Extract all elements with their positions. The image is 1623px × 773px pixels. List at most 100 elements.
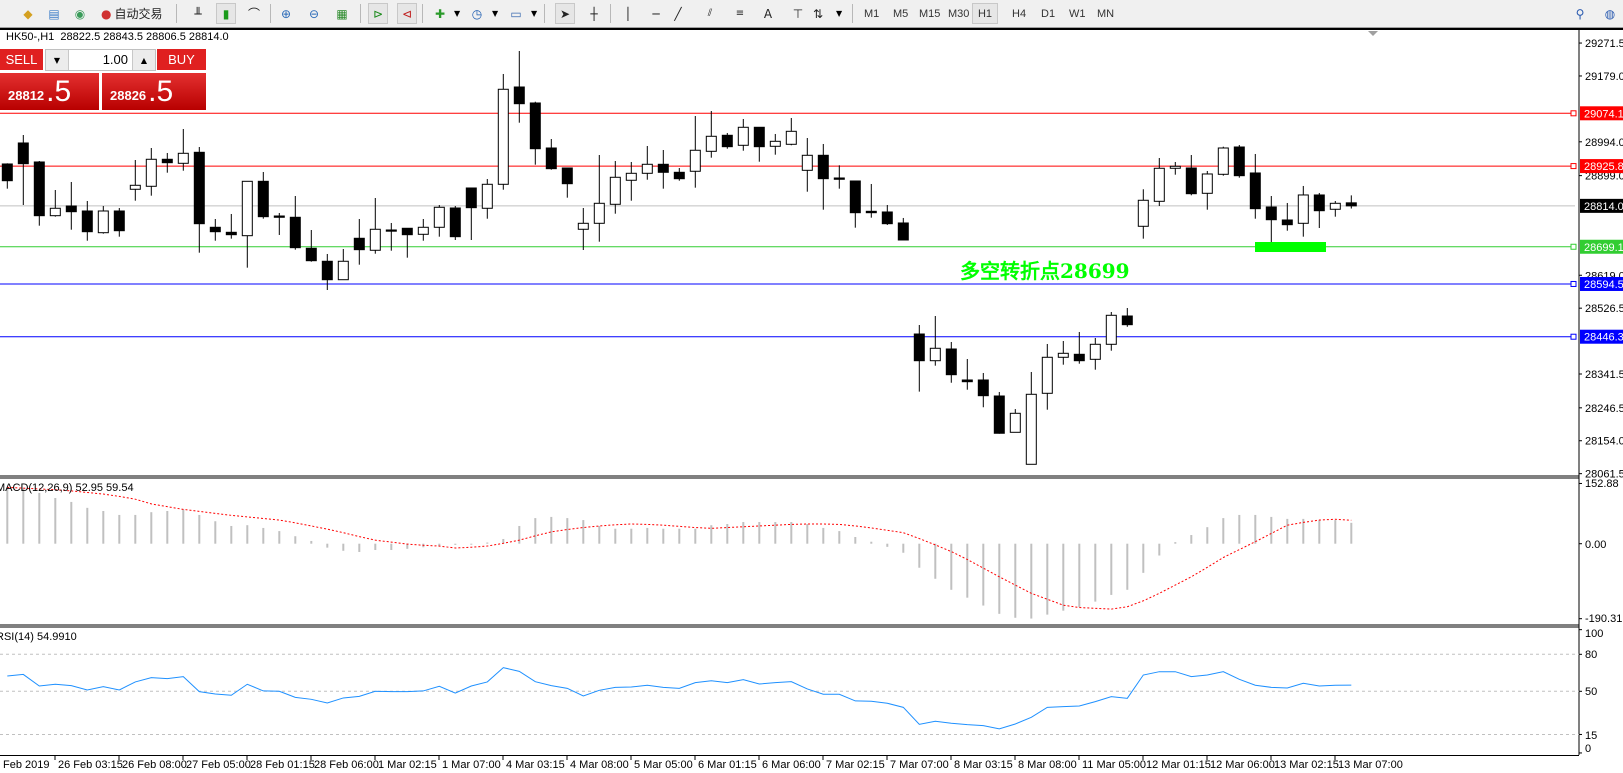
indicators-add-icon[interactable]: ✚ bbox=[434, 6, 446, 21]
chevron-down-icon[interactable]: ▼ bbox=[531, 9, 538, 18]
text-label-icon[interactable]: ⊤ bbox=[792, 6, 804, 21]
candle-bullish bbox=[97, 210, 109, 234]
candlestick-chart-icon[interactable]: ▮ bbox=[216, 3, 236, 24]
zoom-out-icon[interactable]: ⊖ bbox=[308, 6, 320, 21]
timeframe-m30[interactable]: M30 bbox=[948, 7, 970, 20]
crosshair-icon[interactable]: ┼ bbox=[590, 6, 598, 21]
navigator-icon[interactable]: ▤ bbox=[48, 6, 60, 21]
level-handle bbox=[1570, 243, 1577, 250]
macd-histogram-bar bbox=[534, 518, 537, 544]
chart-shift-icon[interactable]: ⊲ bbox=[397, 3, 417, 24]
candle-bullish bbox=[705, 135, 717, 152]
candle-bearish bbox=[1073, 353, 1085, 362]
candle-bullish bbox=[641, 163, 653, 174]
time-tick-label: 26 Feb 03:15 bbox=[58, 759, 123, 771]
chart-info: HK50-,H1 28822.5 28843.5 28806.5 28814.0 bbox=[6, 31, 229, 43]
macd-histogram-bar bbox=[262, 527, 265, 544]
timeframe-w1[interactable]: W1 bbox=[1069, 7, 1086, 20]
sell-price-main: 28812 bbox=[8, 88, 45, 103]
level-handle bbox=[1570, 110, 1577, 117]
signals-icon[interactable]: ◉ bbox=[74, 6, 86, 21]
price-level-label: 28594.5 bbox=[1584, 279, 1623, 291]
macd-histogram-bar bbox=[150, 512, 153, 544]
search-icon[interactable]: ⚲ bbox=[1575, 6, 1585, 21]
candle-bearish bbox=[17, 142, 29, 165]
macd-histogram-bar bbox=[454, 543, 457, 545]
macd-histogram-bar bbox=[758, 522, 761, 544]
candle-bullish bbox=[369, 228, 381, 251]
macd-histogram-bar bbox=[662, 528, 665, 544]
macd-histogram-bar bbox=[310, 540, 313, 544]
text-tool-icon[interactable]: A bbox=[758, 3, 778, 24]
timeframe-mn[interactable]: MN bbox=[1097, 7, 1115, 20]
candle-bullish bbox=[737, 126, 749, 146]
bar-chart-icon[interactable]: ╨ bbox=[194, 6, 202, 21]
zoom-in-icon[interactable]: ⊕ bbox=[280, 6, 292, 21]
fibonacci-icon[interactable]: ≡ bbox=[735, 8, 745, 19]
chevron-down-icon[interactable]: ▼ bbox=[454, 9, 461, 18]
autoscroll-icon[interactable]: ⊳ bbox=[368, 3, 388, 24]
volume-decrease-button[interactable]: ▼ bbox=[46, 50, 69, 70]
candle-bearish bbox=[209, 226, 221, 233]
candle-bearish bbox=[977, 379, 989, 397]
macd-histogram-bar bbox=[1206, 527, 1209, 544]
macd-histogram-bar bbox=[1318, 520, 1321, 544]
time-tick-label: 13 Mar 07:00 bbox=[1338, 759, 1403, 771]
macd-histogram-bar bbox=[1126, 543, 1129, 590]
equidistant-channel-icon[interactable]: ⫽ bbox=[707, 8, 713, 19]
timeframe-m5[interactable]: M5 bbox=[893, 7, 909, 20]
turning-point-annotation[interactable]: 多空转折点28699 bbox=[960, 259, 1130, 283]
autotrading-button[interactable]: ● 自动交易 bbox=[98, 3, 166, 24]
periods-clock-icon[interactable]: ◷ bbox=[471, 6, 483, 21]
candle-bearish bbox=[305, 247, 317, 262]
macd-histogram-bar bbox=[54, 497, 57, 544]
candle-bearish bbox=[881, 211, 893, 225]
candle-bearish bbox=[321, 260, 333, 281]
templates-icon[interactable]: ▭ bbox=[510, 6, 522, 21]
macd-histogram-bar bbox=[102, 510, 105, 544]
buy-price-button[interactable]: 28826 .5 bbox=[102, 73, 206, 110]
timeframe-m15[interactable]: M15 bbox=[919, 7, 941, 20]
chart-ohlc: 28822.5 28843.5 28806.5 28814.0 bbox=[60, 31, 229, 43]
volume-increase-button[interactable]: ▲ bbox=[132, 50, 155, 70]
candle-bullish bbox=[337, 260, 349, 281]
macd-histogram-bar bbox=[1286, 518, 1289, 544]
timeframe-m1[interactable]: M1 bbox=[864, 7, 880, 20]
trendline-icon[interactable]: ╱ bbox=[674, 6, 682, 21]
macd-histogram-bar bbox=[838, 531, 841, 544]
macd-histogram-bar bbox=[502, 538, 505, 544]
tile-windows-icon[interactable]: ▦ bbox=[336, 6, 348, 21]
price-level-label: 28699.1 bbox=[1584, 242, 1623, 254]
macd-histogram-bar bbox=[934, 543, 937, 579]
sell-price-button[interactable]: 28812 .5 bbox=[0, 73, 99, 110]
price-level-tag bbox=[1580, 106, 1623, 121]
candle-bearish bbox=[1313, 194, 1325, 212]
vertical-line-icon[interactable]: │ bbox=[624, 6, 632, 21]
macd-histogram-bar bbox=[1014, 543, 1017, 618]
macd-histogram-bar bbox=[374, 543, 377, 551]
line-chart-icon[interactable]: ⌒ bbox=[247, 7, 260, 21]
macd-histogram-bar bbox=[998, 543, 1001, 614]
arrows-icon[interactable]: ⇅ bbox=[812, 6, 824, 21]
timeframe-d1[interactable]: D1 bbox=[1041, 7, 1056, 20]
candle-bullish bbox=[177, 152, 189, 164]
macd-histogram-bar bbox=[918, 543, 921, 568]
community-icon[interactable]: ◍ bbox=[1604, 6, 1616, 21]
buy-button[interactable]: BUY bbox=[157, 49, 206, 71]
volume-input[interactable]: 1.00 bbox=[102, 52, 128, 67]
candle-bearish bbox=[65, 205, 77, 213]
chevron-down-icon[interactable]: ▼ bbox=[836, 9, 843, 18]
timeframe-h1[interactable]: H1 bbox=[972, 3, 998, 24]
market-watch-icon[interactable]: ◆ bbox=[23, 6, 33, 21]
price-level-tag bbox=[1580, 239, 1623, 254]
price-chart[interactable]: 29271.529179.028994.028899.028619.028526… bbox=[0, 30, 1623, 773]
chevron-down-icon[interactable]: ▼ bbox=[492, 9, 499, 18]
cursor-icon[interactable]: ➤ bbox=[555, 3, 575, 24]
timeframe-h4[interactable]: H4 bbox=[1012, 7, 1027, 20]
horizontal-line-icon[interactable]: ─ bbox=[652, 6, 660, 21]
macd-histogram-bar bbox=[1238, 514, 1241, 544]
volume-stepper[interactable]: ▼ 1.00 ▲ bbox=[45, 49, 156, 71]
macd-histogram-bar bbox=[470, 543, 473, 545]
sell-button[interactable]: SELL bbox=[0, 49, 43, 71]
macd-histogram-bar bbox=[726, 524, 729, 544]
